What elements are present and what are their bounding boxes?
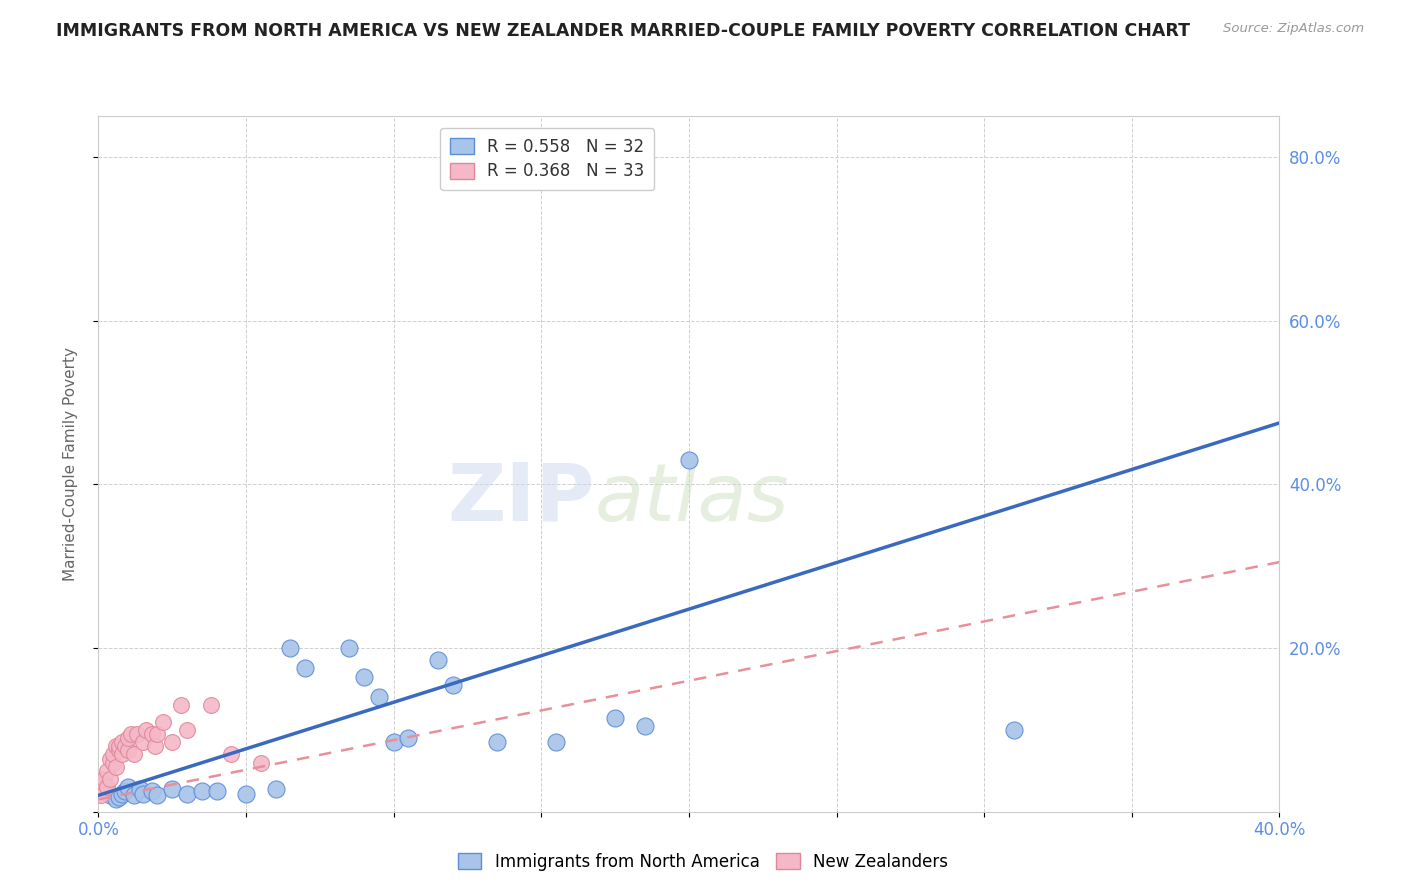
Point: [93, 772, 115, 786]
Point: [135, 723, 157, 737]
Point: [108, 789, 131, 804]
Point: [162, 781, 183, 796]
Point: [117, 743, 139, 757]
Point: [368, 690, 391, 705]
Point: [98, 751, 121, 765]
Point: [125, 727, 148, 741]
Point: [90, 789, 112, 803]
Text: atlas: atlas: [595, 459, 789, 538]
Point: [200, 698, 222, 713]
Y-axis label: Married-Couple Family Poverty: Married-Couple Family Poverty: [63, 347, 77, 581]
Point: [93, 776, 115, 790]
Point: [605, 710, 627, 724]
Point: [146, 727, 169, 741]
Point: [191, 784, 214, 798]
Point: [250, 756, 273, 770]
Point: [111, 735, 134, 749]
Point: [353, 670, 375, 684]
Text: Source: ZipAtlas.com: Source: ZipAtlas.com: [1223, 22, 1364, 36]
Point: [294, 661, 316, 675]
Point: [120, 727, 142, 741]
Point: [132, 735, 155, 749]
Point: [98, 772, 121, 786]
Text: IMMIGRANTS FROM NORTH AMERICA VS NEW ZEALANDER MARRIED-COUPLE FAMILY POVERTY COR: IMMIGRANTS FROM NORTH AMERICA VS NEW ZEA…: [56, 22, 1191, 40]
Point: [339, 640, 360, 655]
Point: [143, 739, 166, 754]
Point: [103, 747, 125, 762]
Point: [117, 731, 139, 745]
Point: [114, 739, 136, 754]
Point: [1002, 723, 1025, 737]
Point: [105, 760, 128, 774]
Point: [128, 781, 150, 796]
Point: [633, 719, 655, 733]
Point: [205, 784, 228, 798]
Point: [162, 735, 183, 749]
Point: [108, 743, 131, 757]
Point: [122, 747, 145, 762]
Point: [117, 780, 139, 794]
Point: [132, 787, 155, 801]
Point: [264, 781, 287, 796]
Point: [486, 735, 509, 749]
Point: [114, 784, 136, 798]
Point: [546, 735, 568, 749]
Point: [111, 747, 134, 762]
Point: [122, 789, 145, 803]
Point: [96, 764, 118, 778]
Point: [678, 452, 700, 467]
Point: [176, 787, 198, 801]
Legend: Immigrants from North America, New Zealanders: Immigrants from North America, New Zeala…: [450, 845, 956, 880]
Point: [441, 678, 464, 692]
Point: [170, 698, 193, 713]
Point: [382, 735, 405, 749]
Point: [152, 714, 174, 729]
Point: [108, 739, 131, 754]
Text: ZIP: ZIP: [447, 459, 595, 538]
Point: [278, 640, 302, 655]
Point: [111, 787, 134, 801]
Legend: R = 0.558   N = 32, R = 0.368   N = 33: R = 0.558 N = 32, R = 0.368 N = 33: [440, 128, 654, 190]
Point: [103, 756, 125, 770]
Point: [96, 780, 118, 794]
Point: [235, 787, 257, 801]
Point: [146, 789, 169, 803]
Point: [105, 792, 128, 806]
Point: [427, 653, 450, 667]
Point: [219, 747, 242, 762]
Point: [176, 723, 198, 737]
Point: [105, 739, 128, 754]
Point: [141, 784, 163, 798]
Point: [396, 731, 419, 745]
Point: [98, 789, 121, 803]
Point: [141, 727, 163, 741]
